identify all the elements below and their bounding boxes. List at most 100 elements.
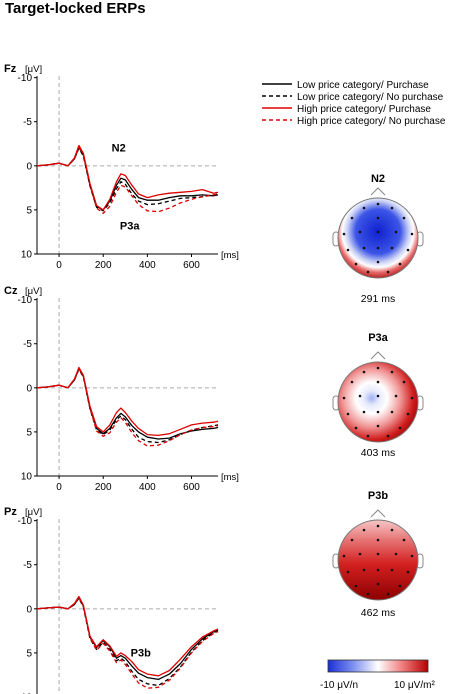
- electrode-dot: [376, 524, 380, 528]
- y-tick-label: -10: [18, 295, 33, 306]
- y-tick-label: 0: [26, 604, 32, 615]
- topomap-p3a: P3a 403 ms: [332, 332, 424, 459]
- electrode-dot: [386, 270, 390, 274]
- electrode-dot: [402, 216, 406, 220]
- electrode-dot: [350, 538, 354, 542]
- electrode-dot: [410, 232, 414, 236]
- electrode-dot: [398, 426, 402, 430]
- electrode-dot: [386, 592, 390, 596]
- series-line-3: [36, 144, 219, 211]
- electrode-dot: [376, 538, 380, 542]
- electrode-dot: [362, 246, 366, 250]
- y-tick-label: -10: [18, 73, 33, 84]
- electrode-dot: [358, 394, 362, 398]
- y-tick-label: -5: [23, 117, 32, 128]
- electrode-dot: [376, 230, 380, 234]
- legend-label-low-no-purchase: Low price category/ No purchase: [297, 92, 444, 103]
- y-axis-unit: [μV]: [25, 286, 42, 297]
- electrode-dot: [346, 412, 350, 416]
- electrode-dot: [366, 592, 370, 596]
- y-tick-label: 10: [21, 693, 33, 694]
- electrode-dot: [394, 230, 398, 234]
- component-annotation: P3a: [120, 220, 140, 232]
- y-tick-label: 0: [26, 161, 32, 172]
- electrode-dot: [376, 568, 380, 572]
- colorbar-gradient: [327, 659, 429, 673]
- electrode-dot: [376, 552, 380, 556]
- electrode-dot: [376, 582, 380, 586]
- series-line-2: [36, 147, 219, 212]
- topomap-p3a-nose: [370, 351, 386, 360]
- electrode-dot: [362, 206, 366, 210]
- electrode-dot: [354, 426, 358, 430]
- x-tick-label: 600: [183, 482, 200, 493]
- electrode-dot: [342, 396, 346, 400]
- x-tick-label: 400: [139, 260, 156, 271]
- y-tick-label: 5: [26, 427, 32, 438]
- topomap-p3b-label: P3b: [368, 490, 388, 502]
- y-tick-label: 10: [21, 250, 33, 261]
- x-axis-unit: [ms]: [221, 250, 239, 261]
- topomap-n2: N2 291 ms: [332, 173, 424, 305]
- x-tick-label: 400: [139, 482, 156, 493]
- y-tick-label: -5: [23, 339, 32, 350]
- electrode-dot: [386, 434, 390, 438]
- electrode-dot: [390, 246, 394, 250]
- x-tick-label: 600: [183, 260, 200, 271]
- electrode-dot: [394, 552, 398, 556]
- colorbar-min-label: -10 μV/n: [320, 680, 358, 691]
- electrode-dot: [398, 584, 402, 588]
- electrode-dot: [406, 412, 410, 416]
- electrode-dot: [376, 202, 380, 206]
- electrode-dot: [376, 410, 380, 414]
- channel-label: Pz: [4, 506, 17, 518]
- x-tick-label: 200: [95, 260, 112, 271]
- erp-panel-cz: Cz [μV]-10 -5 0 5 10 0 200 400 600 [ms]: [4, 285, 239, 493]
- colorbar: -10 μV/n 10 μV/m²: [320, 659, 435, 691]
- component-annotation: N2: [112, 143, 126, 155]
- component-annotation: P3b: [131, 647, 151, 659]
- electrode-dot: [394, 394, 398, 398]
- electrode-dot: [406, 248, 410, 252]
- electrode-dot: [358, 230, 362, 234]
- y-axis-unit: [μV]: [25, 64, 42, 75]
- electrode-dot: [398, 262, 402, 266]
- electrode-dot: [390, 370, 394, 374]
- y-tick-label: 0: [26, 383, 32, 394]
- topomap-n2-head: [337, 197, 419, 279]
- electrode-dot: [350, 216, 354, 220]
- electrode-dot: [358, 552, 362, 556]
- y-axis-unit: [μV]: [25, 507, 42, 518]
- topomap-n2-label: N2: [371, 173, 385, 185]
- electrode-dot: [376, 366, 380, 370]
- series-line-4: [36, 145, 219, 215]
- electrode-dot: [366, 434, 370, 438]
- electrode-dot: [346, 248, 350, 252]
- electrode-dot: [376, 216, 380, 220]
- electrode-dot: [406, 570, 410, 574]
- series-line-1: [36, 367, 219, 440]
- series-line-2: [36, 597, 219, 687]
- electrode-dot: [376, 380, 380, 384]
- topomap-n2-latency: 291 ms: [361, 293, 395, 305]
- electrode-dot: [362, 568, 366, 572]
- electrode-dot: [362, 410, 366, 414]
- erp-panel-fz: Fz [μV]-10 -5 0 5 10 0 200 400 600 [ms] N2 P3a: [4, 63, 239, 271]
- legend-label-high-no-purchase: High price category/ No purchase: [297, 116, 446, 127]
- electrode-dot: [354, 584, 358, 588]
- y-tick-label: 5: [26, 205, 32, 216]
- electrode-dot: [362, 528, 366, 532]
- topomap-p3b: P3b 462 ms: [332, 490, 424, 619]
- electrode-dot: [402, 538, 406, 542]
- electrode-dot: [390, 528, 394, 532]
- electrode-dot: [354, 262, 358, 266]
- electrode-dot: [342, 232, 346, 236]
- electrode-dot: [390, 568, 394, 572]
- electrode-dot: [346, 570, 350, 574]
- topomap-n2-nose: [370, 187, 386, 196]
- y-tick-label: 10: [21, 472, 33, 483]
- channel-label: Cz: [4, 285, 18, 297]
- electrode-dot: [390, 206, 394, 210]
